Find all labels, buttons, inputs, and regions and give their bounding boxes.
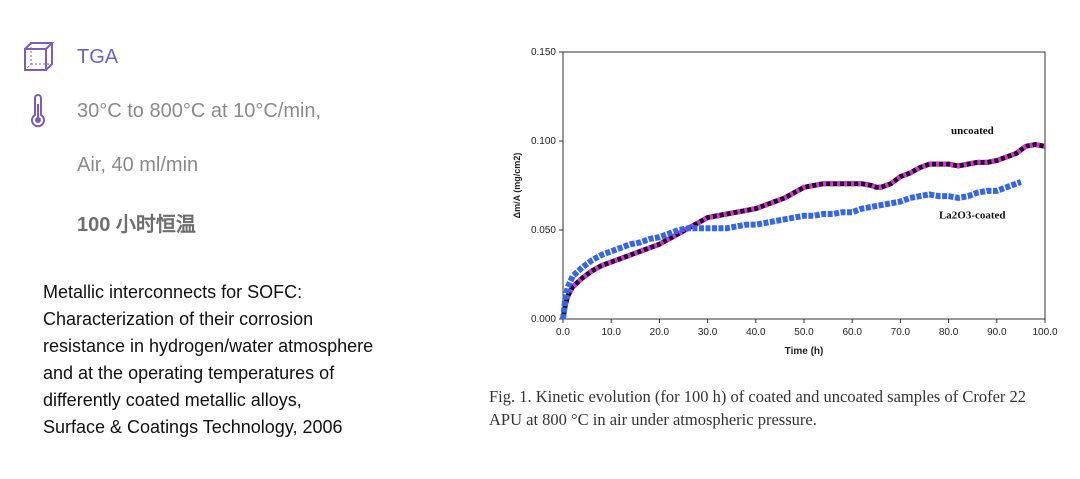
x-tick-label: 20.0 xyxy=(650,327,670,338)
series-line-coated xyxy=(560,179,1022,320)
chart-series xyxy=(560,142,1046,320)
x-tick-label: 10.0 xyxy=(601,327,621,338)
x-tick-label: 80.0 xyxy=(939,327,959,338)
reference-line: Surface & Coatings Technology, 2006 xyxy=(43,417,343,437)
y-tick-label: 0.050 xyxy=(531,225,556,236)
cube-icon xyxy=(18,40,58,74)
reference-line: resistance in hydrogen/water atmosphere xyxy=(43,336,374,356)
method-row: TGA xyxy=(18,40,118,74)
atmosphere-text: Air, 40 ml/min xyxy=(77,154,199,176)
x-tick-label: 40.0 xyxy=(746,327,766,338)
y-tick-label: 0.150 xyxy=(531,47,556,58)
chart-axes xyxy=(559,51,1046,323)
figure-caption: Fig. 1. Kinetic evolution (for 100 h) of… xyxy=(489,385,1026,431)
x-tick-label: 70.0 xyxy=(891,327,911,338)
caption-line: APU at 800 °C in air under atmospheric p… xyxy=(489,410,817,429)
reference-citation: Metallic interconnects for SOFC: Charact… xyxy=(43,279,373,441)
chart-labels: 0.0 10.0 20.0 30.0 40.0 50.0 60.0 70.0 80.0 90.0 1… xyxy=(512,47,1058,357)
y-tick-label: 0.000 xyxy=(531,314,556,325)
thermometer-icon xyxy=(18,94,58,128)
annotation-coated: La2O3-coated xyxy=(939,209,1006,221)
x-tick-label: 0.0 xyxy=(556,327,570,338)
series-line-uncoated-overlay xyxy=(560,142,1046,320)
x-tick-label: 90.0 xyxy=(987,327,1007,338)
y-axis-label: Δm/A (mg/cm2) xyxy=(512,153,522,219)
hold-time-text: 100 小时恒温 xyxy=(77,214,196,236)
temperature-program: 30°C to 800°C at 10°C/min, xyxy=(77,99,322,122)
reference-line: Metallic interconnects for SOFC: xyxy=(43,282,303,302)
annotation-uncoated: uncoated xyxy=(951,125,994,137)
y-tick-label: 0.100 xyxy=(531,136,556,147)
reference-line: and at the operating temperatures of xyxy=(43,363,335,383)
x-tick-label: 60.0 xyxy=(842,327,862,338)
series-line-uncoated xyxy=(560,142,1046,320)
kinetic-chart: 0.0 10.0 20.0 30.0 40.0 50.0 60.0 70.0 80.0 90.0 1… xyxy=(512,47,1058,357)
method-label: TGA xyxy=(77,45,119,68)
caption-line: Fig. 1. Kinetic evolution (for 100 h) of… xyxy=(489,387,1027,406)
x-tick-label: 30.0 xyxy=(698,327,718,338)
x-axis-label: Time (h) xyxy=(785,346,824,357)
x-tick-label: 50.0 xyxy=(794,327,814,338)
reference-line: differently coated metallic alloys, xyxy=(43,390,302,410)
x-tick-label: 100.0 xyxy=(1032,327,1057,338)
reference-line: Characterization of their corrosion xyxy=(43,309,314,329)
temperature-row: 30°C to 800°C at 10°C/min, xyxy=(18,94,321,128)
